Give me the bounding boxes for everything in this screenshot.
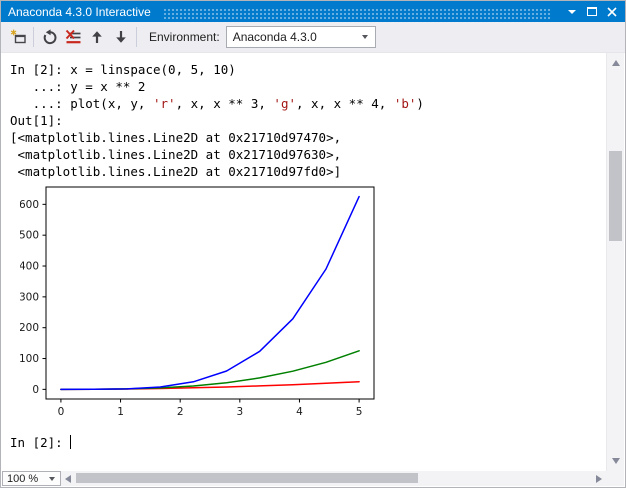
maximize-icon [587, 7, 597, 16]
svg-text:500: 500 [20, 230, 39, 242]
svg-text:0: 0 [32, 384, 39, 396]
clear-screen-icon [65, 29, 81, 44]
close-button[interactable] [602, 1, 622, 22]
toolbar: Environment: Anaconda 4.3.0 [1, 22, 625, 53]
vertical-scrollbar-thumb[interactable] [609, 151, 622, 241]
horizontal-scrollbar[interactable] [61, 471, 606, 486]
console-output[interactable]: In [2]: x = linspace(0, 5, 10) ...: y = … [2, 53, 606, 471]
svg-text:300: 300 [20, 291, 39, 303]
text-cursor [70, 435, 72, 449]
close-icon [607, 6, 617, 17]
console-line: ...: y = x ** 2 [10, 79, 146, 94]
zoom-dropdown-icon [49, 476, 55, 481]
environment-dropdown-icon [361, 35, 368, 39]
svg-text:2: 2 [177, 406, 184, 418]
reset-icon [43, 28, 56, 44]
scroll-right-icon [596, 474, 602, 483]
svg-text:400: 400 [20, 261, 39, 273]
new-interactive-window-button[interactable] [6, 25, 30, 49]
bottom-bar: 100 % [2, 471, 624, 486]
console-line: <matplotlib.lines.Line2D at 0x21710d9763… [10, 147, 342, 162]
window-position-icon [568, 9, 576, 14]
environment-select[interactable]: Anaconda 4.3.0 [225, 26, 376, 48]
console-line: [<matplotlib.lines.Line2D at 0x21710d974… [10, 130, 342, 145]
svg-text:4: 4 [296, 406, 303, 418]
scrollbar-corner [606, 471, 624, 486]
input-prompt: In [2]: [10, 435, 71, 450]
svg-text:0: 0 [58, 406, 65, 418]
environment-value: Anaconda 4.3.0 [232, 30, 317, 44]
toolbar-separator [33, 27, 34, 47]
toolbar-separator [136, 27, 137, 47]
new-interactive-window-icon [10, 29, 26, 44]
horizontal-scrollbar-thumb[interactable] [76, 473, 418, 483]
history-next-icon [116, 31, 126, 43]
zoom-level-value: 100 % [7, 472, 39, 485]
svg-text:100: 100 [20, 353, 39, 365]
console-line: <matplotlib.lines.Line2D at 0x21710d97fd… [10, 164, 342, 179]
input-prompt-line[interactable]: In [2]: [10, 434, 606, 451]
svg-text:5: 5 [356, 406, 363, 418]
titlebar[interactable]: Anaconda 4.3.0 Interactive [1, 1, 625, 22]
maximize-button[interactable] [582, 1, 602, 22]
window-title: Anaconda 4.3.0 Interactive [8, 4, 151, 19]
svg-text:200: 200 [20, 322, 39, 334]
console-line: In [2]: x = linspace(0, 5, 10) [10, 62, 236, 77]
svg-text:600: 600 [20, 199, 39, 211]
scroll-down-icon [611, 458, 620, 464]
svg-text:1: 1 [117, 406, 124, 418]
window-position-button[interactable] [562, 1, 582, 22]
scroll-left-button[interactable] [62, 471, 74, 486]
matplotlib-plot: 0 1 2 3 4 5 0 100 200 300 400 500 600 [20, 186, 375, 418]
scroll-right-button[interactable] [593, 471, 605, 486]
reset-button[interactable] [37, 25, 61, 49]
window-controls [562, 1, 622, 22]
history-previous-button[interactable] [85, 25, 109, 49]
console-line: Out[1]: [10, 113, 63, 128]
vertical-scrollbar[interactable] [606, 53, 624, 471]
history-next-button[interactable] [109, 25, 133, 49]
zoom-level-select[interactable]: 100 % [2, 471, 61, 486]
scroll-up-icon [611, 60, 620, 66]
console-lines: In [2]: x = linspace(0, 5, 10) ...: y = … [10, 61, 606, 180]
scroll-down-button[interactable] [607, 453, 624, 469]
titlebar-grip[interactable] [162, 6, 552, 19]
clear-screen-button[interactable] [61, 25, 85, 49]
console-line: ...: plot(x, y, 'r', x, x ** 3, 'g', x, … [10, 96, 424, 111]
history-previous-icon [92, 31, 102, 43]
scroll-up-button[interactable] [607, 55, 624, 71]
svg-text:3: 3 [236, 406, 243, 418]
scroll-left-icon [65, 474, 71, 483]
matplotlib-figure: 0 1 2 3 4 5 0 100 200 300 400 500 600 [20, 180, 606, 428]
environment-label: Environment: [149, 30, 220, 44]
